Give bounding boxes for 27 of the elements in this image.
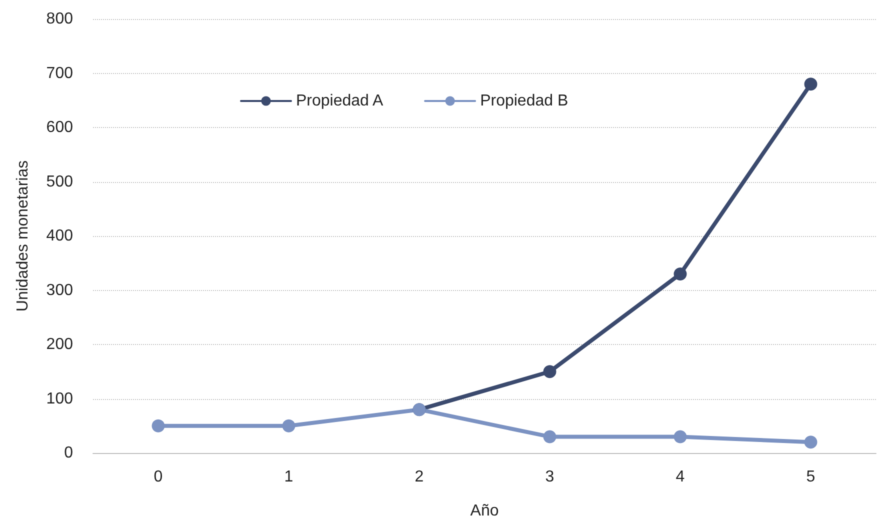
point [804, 436, 818, 449]
x-tick-label: 1 [284, 468, 294, 486]
y-tick-label: 300 [46, 282, 74, 299]
y-tick-label: 0 [64, 444, 74, 462]
y-tick-label: 700 [46, 64, 74, 82]
legend-label: Propiedad B [480, 92, 568, 110]
point [674, 267, 687, 280]
x-tick-label: 2 [414, 468, 424, 486]
y-tick-label: 400 [46, 228, 74, 244]
point [804, 78, 818, 91]
x-tick-label: 5 [806, 468, 816, 486]
x-tick-label: 4 [676, 468, 685, 486]
x-tick-label: 0 [154, 468, 163, 486]
y-axis-title: Unidades monetarias [14, 160, 32, 312]
point [543, 430, 556, 444]
y-tick-label: 100 [46, 390, 74, 408]
x-tick-label: 3 [545, 468, 554, 486]
point [674, 430, 687, 444]
point [282, 419, 296, 432]
point [152, 419, 165, 432]
y-tick-label: 800 [46, 10, 74, 28]
y-tick-label: 600 [46, 119, 74, 136]
y-tick-label: 500 [46, 173, 74, 190]
point [543, 365, 556, 378]
legend-label: Propiedad A [296, 92, 384, 110]
y-tick-label: 200 [46, 336, 74, 353]
x-axis-title: Año [470, 502, 499, 520]
